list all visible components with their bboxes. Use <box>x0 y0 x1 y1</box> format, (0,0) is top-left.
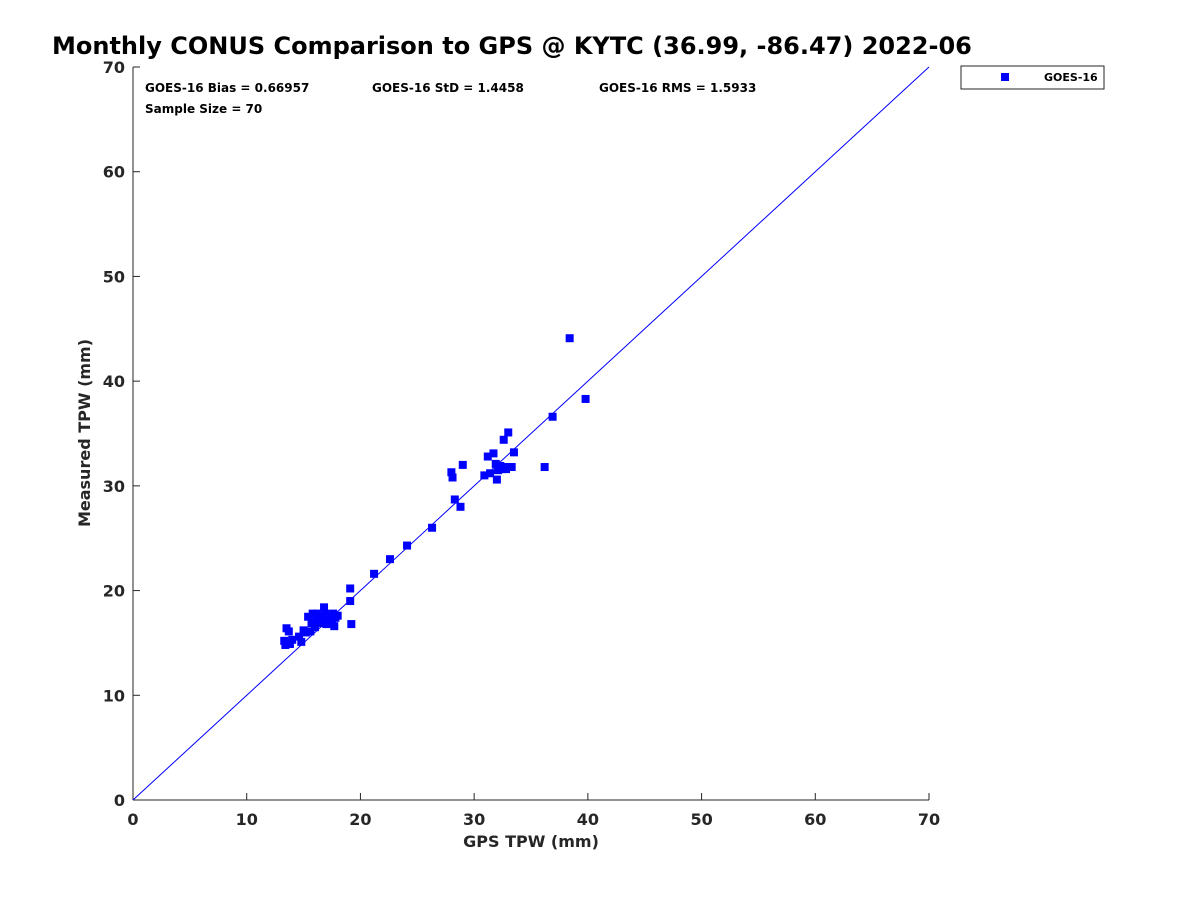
data-point <box>307 619 316 628</box>
y-tick-label: 40 <box>103 372 125 391</box>
data-point <box>322 620 331 629</box>
data-point <box>489 449 498 458</box>
y-tick-label: 30 <box>103 477 125 496</box>
data-point <box>565 334 574 343</box>
data-point <box>509 448 518 457</box>
data-point <box>310 623 319 632</box>
data-point <box>347 620 356 629</box>
data-points <box>280 334 590 650</box>
data-point <box>284 627 293 636</box>
data-point <box>320 603 329 612</box>
data-point <box>480 471 489 480</box>
data-point <box>346 597 355 606</box>
plot-area: 0 10 20 30 40 50 60 70 0 10 20 30 40 50 60 70 <box>103 58 940 829</box>
x-tick-label: 40 <box>577 810 599 829</box>
data-point <box>297 637 306 646</box>
y-tick-label: 20 <box>103 582 125 601</box>
data-point <box>428 523 437 532</box>
sample-size-stat: Sample Size = 70 <box>145 102 262 116</box>
x-tick-label: 10 <box>236 810 258 829</box>
y-tick-label: 50 <box>103 267 125 286</box>
data-point <box>448 473 457 482</box>
legend-box <box>960 65 1105 90</box>
data-point <box>540 463 549 472</box>
data-point <box>306 627 315 636</box>
x-tick-label: 0 <box>127 810 138 829</box>
data-point <box>304 612 313 621</box>
data-point <box>346 584 355 593</box>
data-point <box>301 628 310 637</box>
data-point <box>385 555 394 564</box>
data-point <box>483 452 492 461</box>
y-tick-label: 70 <box>103 58 125 77</box>
data-point <box>295 632 304 641</box>
data-point <box>447 468 456 477</box>
data-point <box>315 619 324 628</box>
data-point <box>285 639 294 648</box>
data-point <box>486 469 495 478</box>
y-axis-label: Measured TPW (mm) <box>75 339 94 527</box>
x-tick-label: 30 <box>463 810 485 829</box>
data-point <box>329 609 338 618</box>
data-point <box>403 541 412 550</box>
data-point <box>450 495 459 504</box>
legend-marker <box>1001 73 1009 81</box>
chart-title: Monthly CONUS Comparison to GPS @ KYTC (… <box>52 32 972 60</box>
data-point <box>324 611 333 620</box>
data-point <box>504 428 513 437</box>
data-point <box>491 459 500 468</box>
data-point <box>458 460 467 469</box>
y-tick-label: 10 <box>103 686 125 705</box>
data-point <box>456 502 465 511</box>
x-tick-label: 50 <box>690 810 712 829</box>
legend-label: GOES-16 <box>1044 71 1098 84</box>
std-stat: GOES-16 StD = 1.4458 <box>372 81 524 95</box>
legend: GOES-16 <box>960 65 1105 90</box>
y-tick-label: 0 <box>114 791 125 810</box>
axis-ticks: 0 10 20 30 40 50 60 70 0 10 20 30 40 50 60 70 <box>103 58 940 829</box>
data-point <box>370 569 379 578</box>
data-point <box>492 475 501 484</box>
data-point <box>507 463 516 472</box>
data-point <box>318 614 327 623</box>
x-tick-label: 60 <box>804 810 826 829</box>
data-point <box>288 635 297 644</box>
x-tick-label: 20 <box>349 810 371 829</box>
data-point <box>548 412 557 421</box>
y-tick-label: 60 <box>103 163 125 182</box>
one-to-one-line <box>132 66 930 801</box>
data-point <box>501 465 510 474</box>
data-point <box>308 609 317 618</box>
x-axis-label: GPS TPW (mm) <box>463 832 599 851</box>
data-point <box>499 435 508 444</box>
bias-stat: GOES-16 Bias = 0.66957 <box>145 81 309 95</box>
rms-stat: GOES-16 RMS = 1.5933 <box>599 81 756 95</box>
data-point <box>330 622 339 631</box>
data-point <box>581 394 590 403</box>
x-tick-label: 70 <box>918 810 940 829</box>
data-point <box>333 611 342 620</box>
